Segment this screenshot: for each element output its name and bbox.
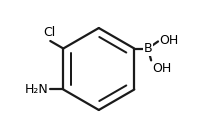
Text: B: B — [144, 42, 152, 55]
Text: OH: OH — [152, 62, 171, 75]
Text: OH: OH — [159, 34, 178, 47]
Text: Cl: Cl — [43, 26, 56, 39]
Text: H₂N: H₂N — [24, 83, 48, 96]
